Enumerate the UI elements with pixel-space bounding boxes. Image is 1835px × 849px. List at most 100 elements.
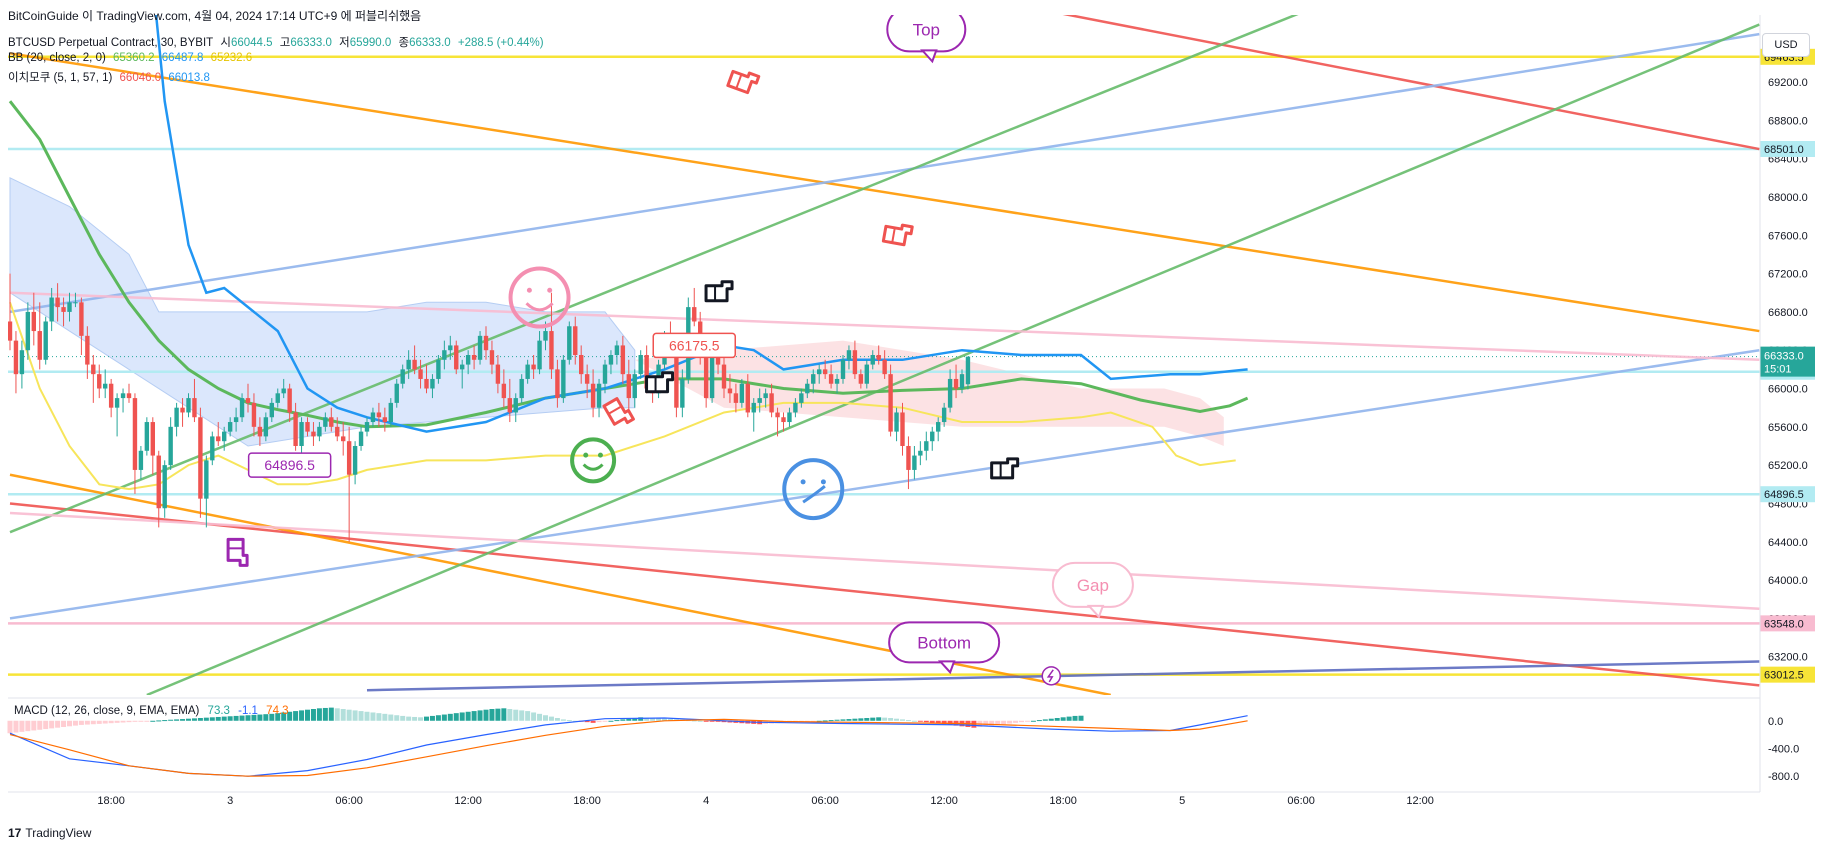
candle-body-112[interactable]	[674, 345, 679, 408]
candle-body-65[interactable]	[394, 383, 399, 403]
candle-body-13[interactable]	[85, 335, 90, 365]
candle-body-61[interactable]	[370, 412, 376, 423]
candle-body-105[interactable]	[632, 374, 637, 399]
candle-body-120[interactable]	[721, 364, 727, 389]
currency-button[interactable]: USD	[1762, 33, 1810, 57]
candle-body-107[interactable]	[644, 355, 649, 389]
candle-body-126[interactable]	[757, 398, 762, 403]
candle-body-49[interactable]	[299, 422, 304, 446]
candle-body-128[interactable]	[769, 393, 774, 413]
candle-body-24[interactable]	[150, 422, 155, 456]
candle-body-156[interactable]	[936, 422, 941, 432]
candle-body-133[interactable]	[799, 393, 804, 403]
candle-body-130[interactable]	[781, 417, 786, 423]
candle-body-54[interactable]	[329, 417, 334, 427]
main-pane[interactable]: Top Bottom Gap 64896.5 66175.5	[8, 0, 1760, 695]
candle-body-147[interactable]	[882, 359, 887, 375]
pointing-hand-black-icon-3[interactable]	[990, 457, 1020, 480]
candle-body-20[interactable]	[126, 393, 132, 399]
pointing-hand-black-icon-2[interactable]	[645, 371, 675, 394]
candle-body-6[interactable]	[43, 321, 48, 360]
candle-body-94[interactable]	[567, 326, 572, 360]
candle-body-53[interactable]	[323, 417, 328, 427]
macd-legend[interactable]: MACD (12, 26, close, 9, EMA, EMA) 73.3 -…	[14, 705, 294, 717]
candle-body-7[interactable]	[49, 297, 54, 322]
candle-body-148[interactable]	[888, 374, 893, 432]
symbol-title[interactable]: BTCUSD Perpetual Contract, 30, BYBIT	[8, 37, 214, 49]
candle-body-87[interactable]	[525, 364, 530, 379]
candle-body-63[interactable]	[382, 417, 388, 423]
pointing-hand-black-icon[interactable]	[704, 280, 734, 303]
candle-body-104[interactable]	[626, 374, 631, 399]
candle-body-127[interactable]	[763, 393, 768, 399]
candle-body-45[interactable]	[275, 393, 280, 403]
candle-body-30[interactable]	[186, 398, 191, 413]
candle-body-103[interactable]	[620, 345, 626, 375]
candle-body-93[interactable]	[561, 359, 566, 399]
candle-body-11[interactable]	[73, 302, 78, 304]
candle-body-16[interactable]	[103, 383, 108, 389]
candle-body-75[interactable]	[454, 345, 459, 370]
candle-body-36[interactable]	[222, 431, 227, 442]
candle-body-66[interactable]	[400, 369, 405, 384]
candle-body-58[interactable]	[352, 445, 358, 475]
annotation-top[interactable]: Top	[886, 7, 967, 64]
candle-body-14[interactable]	[91, 364, 96, 375]
candle-body-150[interactable]	[900, 412, 905, 446]
candle-body-90[interactable]	[543, 331, 548, 341]
candle-body-154[interactable]	[924, 441, 929, 451]
candle-body-48[interactable]	[293, 412, 298, 446]
candle-body-12[interactable]	[79, 302, 84, 336]
candle-body-47[interactable]	[287, 388, 292, 413]
candle-body-71[interactable]	[430, 378, 435, 389]
candle-body-28[interactable]	[174, 407, 179, 427]
trendline-0[interactable]	[724, 0, 1760, 151]
candle-body-95[interactable]	[573, 326, 578, 355]
candle-body-100[interactable]	[602, 364, 608, 384]
trendline-4[interactable]	[9, 32, 1760, 314]
candle-body-46[interactable]	[281, 388, 286, 394]
candle-body-136[interactable]	[817, 369, 822, 375]
tradingview-footer[interactable]: 17 TradingView	[8, 826, 91, 840]
candle-body-99[interactable]	[596, 383, 602, 408]
candle-body-1[interactable]	[13, 340, 19, 375]
candle-body-0[interactable]	[8, 321, 13, 341]
candle-body-106[interactable]	[638, 355, 643, 375]
candle-body-141[interactable]	[846, 350, 852, 360]
trendline-5[interactable]	[9, 348, 1760, 620]
trendline-8[interactable]	[9, 291, 1760, 362]
candle-body-51[interactable]	[311, 431, 316, 437]
candle-body-83[interactable]	[501, 383, 507, 399]
candle-body-40[interactable]	[245, 398, 251, 403]
candle-body-85[interactable]	[513, 398, 518, 413]
annotation-gap[interactable]: Gap	[1051, 561, 1134, 619]
trendline-10[interactable]	[366, 660, 1760, 692]
candle-body-41[interactable]	[251, 402, 257, 427]
candle-body-78[interactable]	[471, 355, 477, 360]
candle-body-10[interactable]	[67, 302, 72, 312]
candle-body-44[interactable]	[269, 402, 274, 418]
candle-body-68[interactable]	[412, 359, 417, 370]
candle-body-38[interactable]	[233, 417, 239, 423]
candle-body-88[interactable]	[531, 364, 536, 370]
macd-pane[interactable]	[7, 707, 1248, 777]
candle-body-23[interactable]	[144, 422, 150, 451]
candle-body-43[interactable]	[263, 417, 269, 437]
macd-line[interactable]	[9, 715, 1248, 777]
candle-body-57[interactable]	[346, 441, 352, 475]
candle-body-152[interactable]	[912, 455, 917, 470]
candle-body-69[interactable]	[418, 369, 423, 379]
candle-body-79[interactable]	[477, 335, 483, 360]
candle-body-27[interactable]	[168, 426, 173, 466]
time-axis[interactable]: 18:00 3 06:00 12:00 18:00 4 06:00 12:00 18:00 5 06…	[97, 795, 1434, 807]
candle-body-21[interactable]	[132, 398, 138, 470]
candle-body-146[interactable]	[876, 355, 881, 360]
pointing-hand-red-icon-2[interactable]	[881, 222, 914, 247]
candle-body-62[interactable]	[376, 412, 382, 418]
candle-body-15[interactable]	[97, 374, 102, 389]
candle-body-19[interactable]	[120, 393, 126, 399]
candle-body-91[interactable]	[549, 331, 554, 370]
candle-body-145[interactable]	[870, 355, 875, 365]
trendline-6[interactable]	[9, 5, 1319, 534]
